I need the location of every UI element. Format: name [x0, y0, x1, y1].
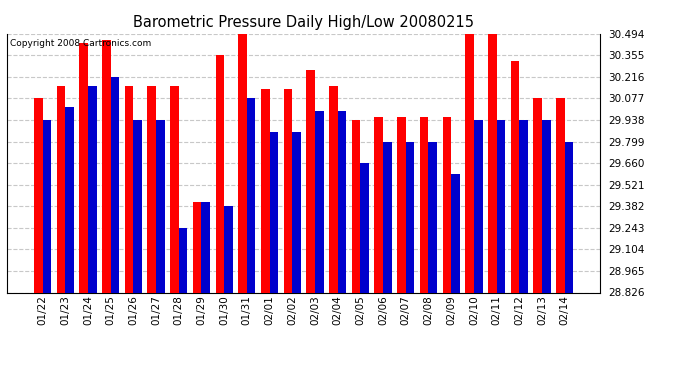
Bar	[520, 120, 528, 292]
Bar	[306, 70, 315, 292]
Bar	[451, 174, 460, 292]
Bar	[102, 40, 110, 292]
Bar	[375, 117, 383, 292]
Bar	[315, 111, 324, 292]
Bar	[125, 86, 133, 292]
Bar	[156, 120, 165, 292]
Title: Barometric Pressure Daily High/Low 20080215: Barometric Pressure Daily High/Low 20080…	[133, 15, 474, 30]
Text: Copyright 2008 Cartronics.com: Copyright 2008 Cartronics.com	[10, 39, 151, 48]
Bar	[247, 98, 255, 292]
Bar	[293, 132, 301, 292]
Bar	[215, 55, 224, 292]
Bar	[329, 86, 337, 292]
Bar	[193, 202, 201, 292]
Bar	[261, 89, 270, 292]
Bar	[224, 206, 233, 292]
Bar	[110, 77, 119, 292]
Bar	[442, 117, 451, 292]
Bar	[474, 120, 482, 292]
Bar	[65, 107, 74, 292]
Bar	[133, 120, 142, 292]
Bar	[488, 34, 497, 292]
Bar	[337, 111, 346, 292]
Bar	[383, 142, 392, 292]
Bar	[284, 89, 293, 292]
Bar	[497, 120, 505, 292]
Bar	[556, 98, 564, 292]
Bar	[34, 98, 43, 292]
Bar	[352, 120, 360, 292]
Bar	[148, 86, 156, 292]
Bar	[511, 62, 520, 292]
Bar	[397, 117, 406, 292]
Bar	[542, 120, 551, 292]
Bar	[179, 228, 188, 292]
Bar	[201, 202, 210, 292]
Bar	[428, 142, 437, 292]
Bar	[238, 34, 247, 292]
Bar	[406, 142, 415, 292]
Bar	[420, 117, 428, 292]
Bar	[270, 132, 278, 292]
Bar	[170, 86, 179, 292]
Bar	[88, 86, 97, 292]
Bar	[79, 43, 88, 292]
Bar	[533, 98, 542, 292]
Bar	[465, 34, 474, 292]
Bar	[43, 120, 51, 292]
Bar	[360, 163, 369, 292]
Bar	[564, 142, 573, 292]
Bar	[57, 86, 65, 292]
